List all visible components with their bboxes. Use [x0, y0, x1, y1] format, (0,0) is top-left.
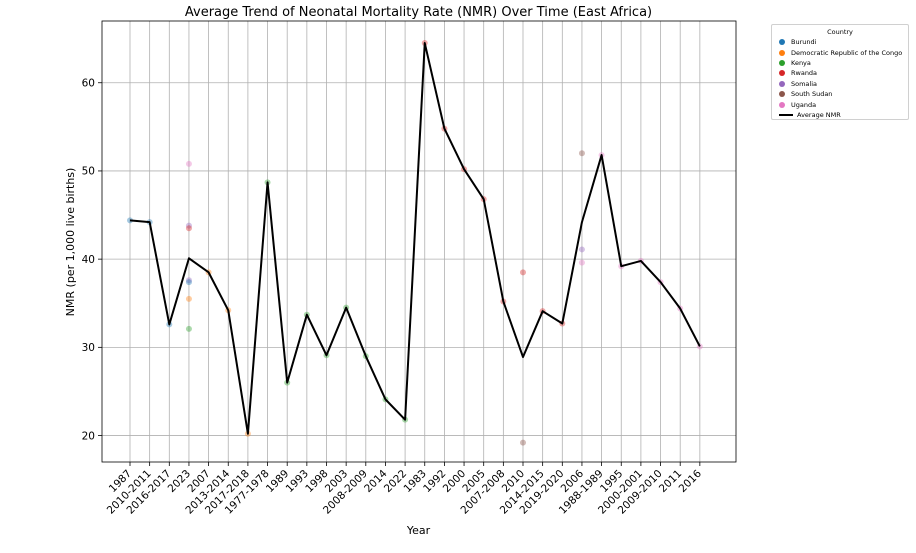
data-point-somalia [185, 277, 192, 284]
x-axis-label: Year [406, 524, 431, 537]
legend-label-average-nmr: Average NMR [797, 110, 841, 119]
legend-label: Rwanda [791, 69, 818, 78]
legend-label: Kenya [791, 58, 811, 67]
legend-swatch [779, 59, 785, 66]
legend-item-burundi: Burundi [772, 37, 908, 47]
data-point-democratic-republic-of-the-congo [185, 295, 192, 302]
data-point-rwanda [185, 225, 192, 232]
legend: Country Burundi Democratic Republic of th… [771, 24, 909, 120]
legend-swatch [779, 39, 785, 46]
legend-swatch [779, 80, 785, 87]
data-point-rwanda [520, 269, 526, 276]
data-point-somalia [185, 222, 192, 229]
y-tick-label: 50 [82, 166, 95, 178]
data-point-burundi [185, 279, 192, 286]
legend-item-south-sudan: South Sudan [772, 89, 908, 99]
legend-items: Burundi Democratic Republic of the Congo K… [772, 37, 908, 110]
legend-label: Democratic Republic of the Congo [791, 48, 903, 57]
y-axis-label: NMR (per 1,000 live births) [64, 168, 77, 317]
legend-item-rwanda: Rwanda [772, 68, 908, 78]
legend-swatch [779, 49, 785, 56]
chart-title: Average Trend of Neonatal Mortality Rate… [185, 5, 652, 20]
legend-item-uganda: Uganda [772, 99, 908, 109]
y-tick-label: 40 [82, 254, 95, 266]
plot-frame [101, 20, 737, 463]
data-point-south-sudan [520, 439, 526, 446]
legend-line-swatch [779, 113, 793, 116]
average-nmr-line [129, 42, 701, 435]
legend-swatch [779, 70, 785, 77]
legend-item-democratic-republic-of-the-congo: Democratic Republic of the Congo [772, 47, 908, 57]
data-point-uganda [185, 160, 192, 167]
legend-label: South Sudan [791, 90, 833, 99]
legend-swatch [779, 91, 785, 98]
legend-item-somalia: Somalia [772, 79, 908, 89]
data-point-south-sudan [578, 150, 585, 157]
data-point-somalia [578, 246, 585, 253]
legend-swatch [779, 101, 785, 108]
legend-item-kenya: Kenya [772, 58, 908, 68]
legend-title: Country [827, 28, 853, 36]
legend-label: Uganda [791, 100, 817, 109]
legend-label: Somalia [791, 79, 818, 88]
y-tick-label: 60 [82, 78, 95, 90]
legend-label: Burundi [791, 38, 817, 47]
data-point-uganda [578, 259, 585, 266]
y-tick-label: 30 [82, 342, 95, 354]
average-line-layer [129, 42, 701, 435]
y-tick-label: 20 [82, 430, 95, 442]
grid [102, 21, 736, 462]
legend-item-average-nmr: Average NMR [772, 110, 908, 120]
data-point-kenya [185, 325, 192, 332]
